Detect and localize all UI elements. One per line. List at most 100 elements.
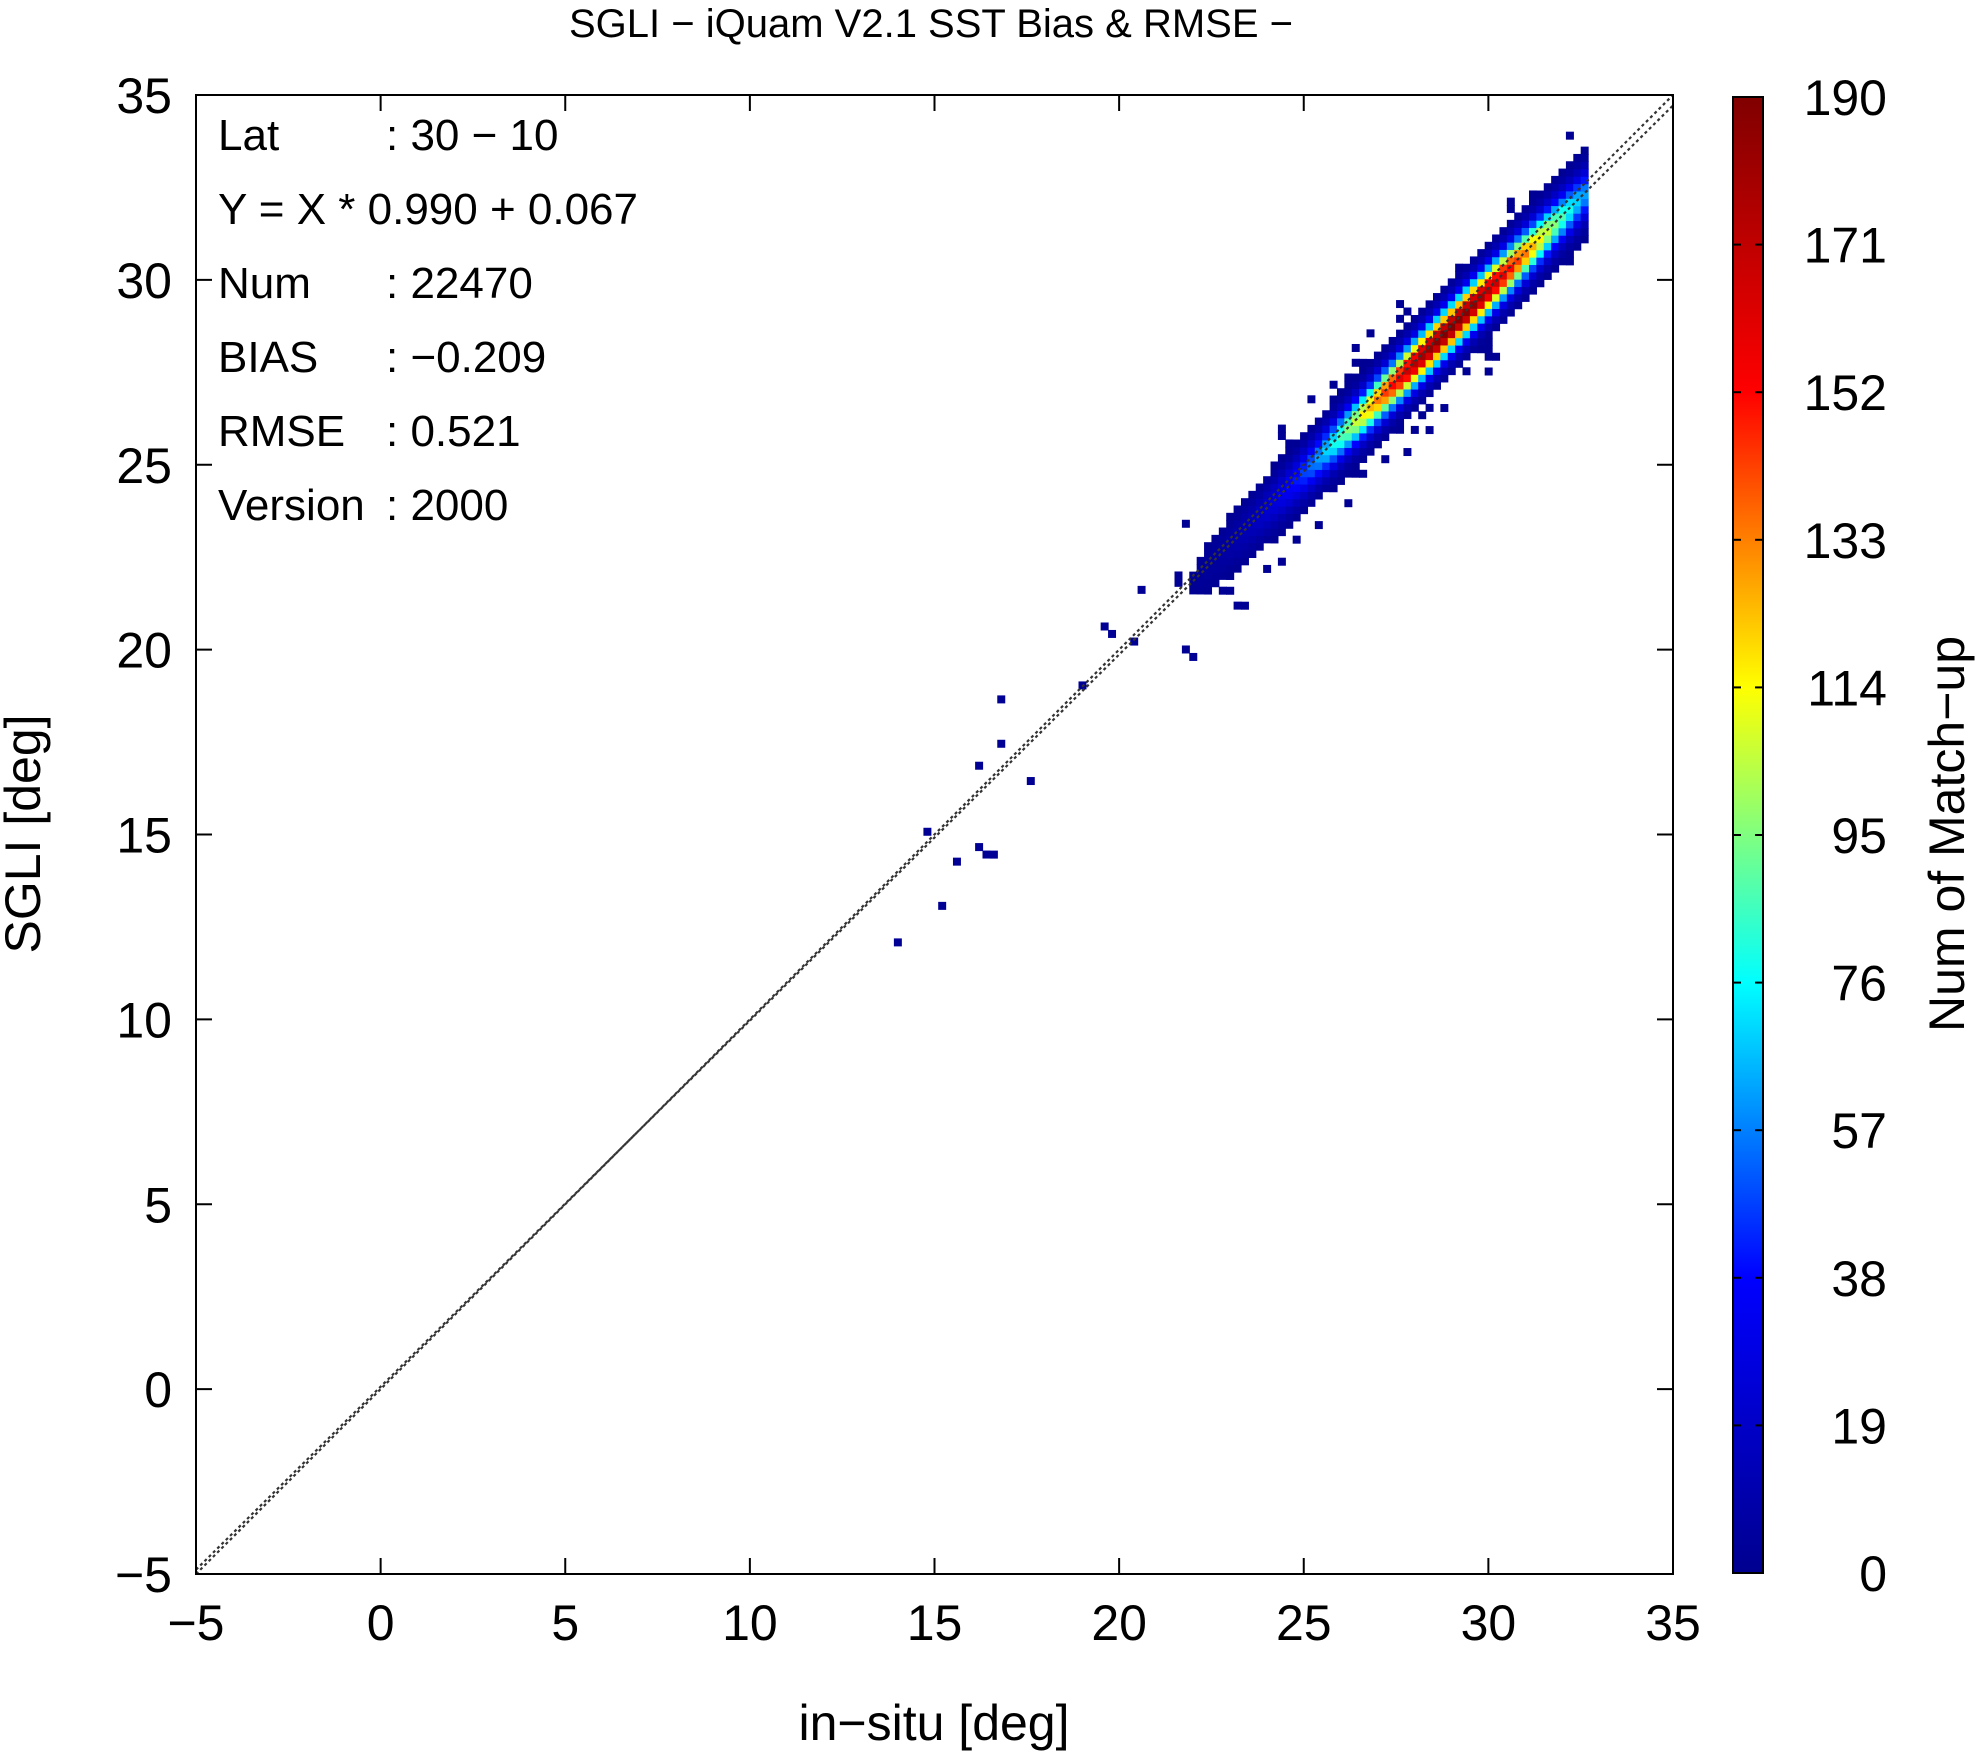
density-cell	[1396, 381, 1405, 390]
x-tick-label: −5	[167, 1595, 224, 1651]
density-cell	[1551, 257, 1560, 266]
density-cell	[1373, 373, 1382, 382]
density-cell	[1314, 491, 1323, 500]
density-cell	[1307, 424, 1316, 433]
density-cell	[1211, 579, 1220, 588]
density-cell	[1580, 161, 1589, 170]
density-cell	[1314, 447, 1323, 456]
density-cell	[1432, 293, 1441, 302]
density-cell	[1373, 410, 1382, 419]
density-cell	[1314, 439, 1323, 448]
density-cell	[1440, 337, 1449, 346]
density-cell	[989, 850, 998, 859]
density-cell	[1403, 403, 1412, 412]
density-cell	[1455, 337, 1464, 346]
density-cell	[997, 739, 1006, 748]
density-cell	[1484, 300, 1493, 309]
density-cell	[1432, 344, 1441, 353]
density-cell	[1551, 212, 1560, 221]
colorbar-tick-label: 152	[1804, 365, 1887, 421]
density-cell	[1543, 242, 1552, 251]
density-cell	[1506, 308, 1515, 317]
density-cell	[1440, 374, 1449, 383]
y-axis: −5 0 5 10 15 20 25 30 35	[115, 68, 1673, 1603]
density-cell	[1477, 337, 1486, 346]
density-cell	[1218, 586, 1227, 595]
density-cell	[1270, 483, 1279, 492]
density-cell	[1218, 557, 1227, 566]
density-cell	[1300, 454, 1309, 463]
density-cell	[1506, 293, 1515, 302]
density-cell	[1506, 256, 1515, 265]
density-cell	[1240, 535, 1249, 544]
density-cell	[1255, 498, 1264, 507]
density-cell	[1484, 345, 1493, 354]
density-cell	[1418, 307, 1427, 316]
density-cell	[1551, 227, 1560, 236]
density-cell	[1292, 513, 1301, 522]
density-cell	[1506, 286, 1515, 295]
density-cell	[1536, 264, 1545, 273]
colorbar-tick-label: 190	[1804, 70, 1887, 126]
density-cell	[1469, 330, 1478, 339]
density-cell	[1359, 388, 1368, 397]
density-cell	[1211, 534, 1220, 543]
density-cell	[1285, 454, 1294, 463]
density-cell	[1477, 300, 1486, 309]
density-cell	[1396, 388, 1405, 397]
density-cell	[1477, 323, 1486, 332]
density-cell	[1351, 373, 1360, 382]
density-cell	[1396, 344, 1405, 353]
density-cell	[1263, 505, 1272, 514]
density-cell	[1359, 358, 1368, 367]
density-cell	[1425, 307, 1434, 316]
density-cell	[1499, 308, 1508, 317]
density-cell	[1396, 337, 1405, 346]
density-cell	[1314, 461, 1323, 470]
stats-key: BIAS	[218, 333, 318, 382]
density-cell	[1026, 777, 1035, 786]
density-cell	[1211, 564, 1220, 573]
density-cell	[1432, 374, 1441, 383]
density-cell	[1366, 373, 1375, 382]
density-cell	[1462, 345, 1471, 354]
density-cell	[1263, 491, 1272, 499]
density-cell	[1248, 535, 1257, 544]
density-cell	[1277, 468, 1286, 477]
density-cell	[1499, 278, 1508, 287]
density-cell	[1248, 498, 1257, 507]
density-cell	[1425, 300, 1434, 309]
density-cell	[1469, 322, 1478, 331]
density-cell	[1410, 381, 1419, 390]
density-cell	[1469, 278, 1478, 287]
density-cell	[1277, 476, 1286, 485]
density-cell	[1418, 374, 1427, 383]
density-cell	[1255, 520, 1264, 529]
density-cell	[1536, 257, 1545, 266]
density-cell	[1322, 410, 1331, 419]
density-cell	[1366, 366, 1375, 375]
density-cell	[1521, 212, 1530, 221]
density-cell	[1536, 242, 1545, 251]
density-cell	[1351, 440, 1360, 449]
density-cell	[1292, 476, 1301, 485]
density-cell	[1455, 278, 1464, 287]
density-cell	[1373, 418, 1382, 427]
density-cell	[1425, 366, 1434, 375]
density-cell	[1543, 183, 1552, 192]
density-cell	[1514, 234, 1523, 243]
y-tick-label: −5	[115, 1547, 172, 1603]
density-cell	[1484, 278, 1493, 287]
density-cell	[1336, 476, 1345, 485]
y-tick-label: 0	[144, 1362, 172, 1418]
density-cell	[1240, 542, 1249, 551]
stats-key: Y = X * 0.990 + 0.067	[218, 185, 638, 234]
density-cell	[1351, 432, 1360, 441]
density-cell	[1440, 315, 1449, 324]
density-cell	[1528, 286, 1537, 295]
density-cell	[1277, 491, 1286, 500]
stats-box: Lat: 30 − 10 Y = X * 0.990 + 0.067 Num: 22…	[218, 111, 638, 530]
density-cell	[1300, 447, 1309, 455]
density-cell	[1336, 388, 1345, 397]
density-cell	[1551, 220, 1560, 229]
